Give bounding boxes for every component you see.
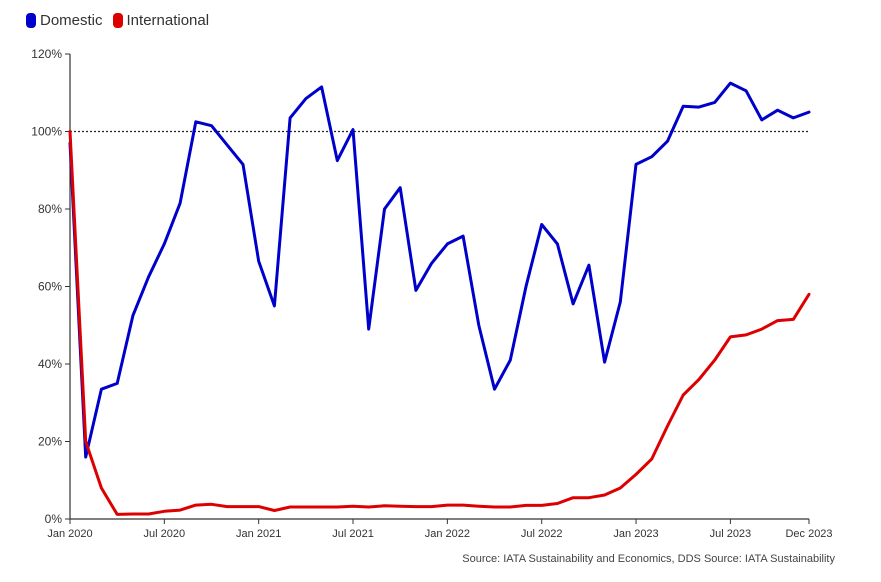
source-note: Source: IATA Sustainability and Economic…	[462, 553, 835, 565]
x-tick-label: Jul 2022	[521, 528, 563, 540]
y-axis: 0% 20% 40% 60% 80% 100% 120%	[31, 47, 71, 526]
y-tick-label: 40%	[38, 357, 62, 371]
y-tick-label: 100%	[31, 125, 62, 139]
series-group	[68, 81, 811, 516]
legend-item-international[interactable]: International	[112, 12, 210, 29]
x-tick-label: Jul 2020	[144, 528, 186, 540]
series-line-domestic	[68, 81, 811, 459]
y-tick-label: 20%	[38, 435, 62, 449]
y-tick-label: 60%	[38, 280, 62, 294]
x-tick-label: Jan 2022	[425, 528, 470, 540]
series-line-international	[68, 130, 811, 516]
legend-swatch-domestic	[26, 13, 36, 28]
x-axis: Jan 2020 Jul 2020 Jan 2021 Jul 2021 Jan 2022…	[47, 518, 833, 540]
y-tick-label: 120%	[31, 47, 62, 61]
legend: Domestic International	[26, 12, 209, 29]
x-tick-label: Jan 2021	[236, 528, 281, 540]
y-tick-label: 80%	[38, 202, 62, 216]
x-tick-label: Jul 2021	[332, 528, 374, 540]
x-tick-label: Jan 2023	[613, 528, 658, 540]
x-tick-label: Jul 2023	[710, 528, 752, 540]
x-tick-label: Jan 2020	[47, 528, 92, 540]
y-tick-label: 0%	[45, 512, 63, 526]
legend-swatch-international	[112, 13, 123, 28]
legend-label-domestic: Domestic	[40, 12, 103, 29]
legend-item-domestic[interactable]: Domestic	[26, 12, 103, 29]
legend-label-international: International	[126, 12, 210, 29]
x-tick-label: Dec 2023	[785, 528, 832, 540]
